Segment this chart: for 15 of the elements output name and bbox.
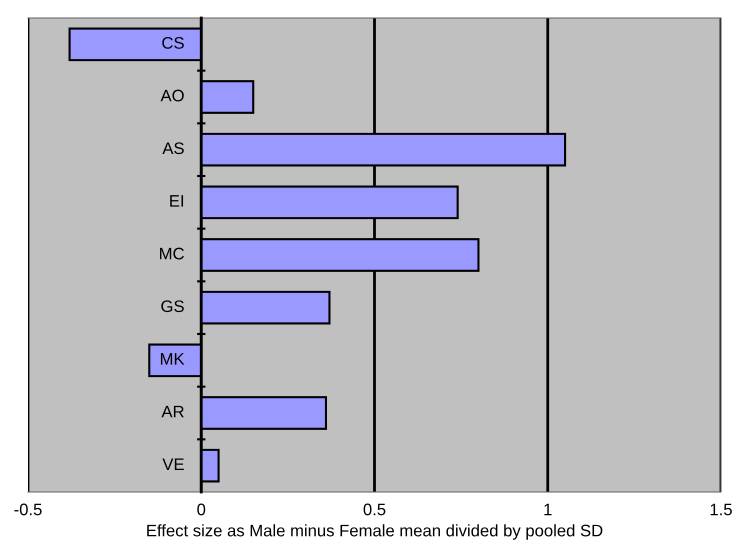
x-tick-label: 0.5	[364, 504, 386, 516]
x-tick-label: 1	[544, 504, 552, 516]
x-tick-label: 1.5	[710, 504, 732, 516]
y-tick-label: EI	[170, 195, 184, 207]
x-tick-label: -0.5	[14, 504, 42, 516]
y-tick-label: MC	[160, 248, 184, 260]
x-axis-title: Effect size as Male minus Female mean divided by pooled SD	[147, 524, 602, 540]
y-tick-label: MK	[160, 353, 184, 365]
y-tick-label: AO	[160, 90, 184, 102]
y-tick-label: AR	[161, 406, 184, 418]
y-tick-label: CS	[162, 37, 184, 49]
x-tick-label: 0	[197, 504, 206, 516]
y-tick-label: AS	[162, 142, 184, 154]
y-tick-label: VE	[162, 458, 184, 470]
y-tick-label: GS	[161, 300, 184, 312]
